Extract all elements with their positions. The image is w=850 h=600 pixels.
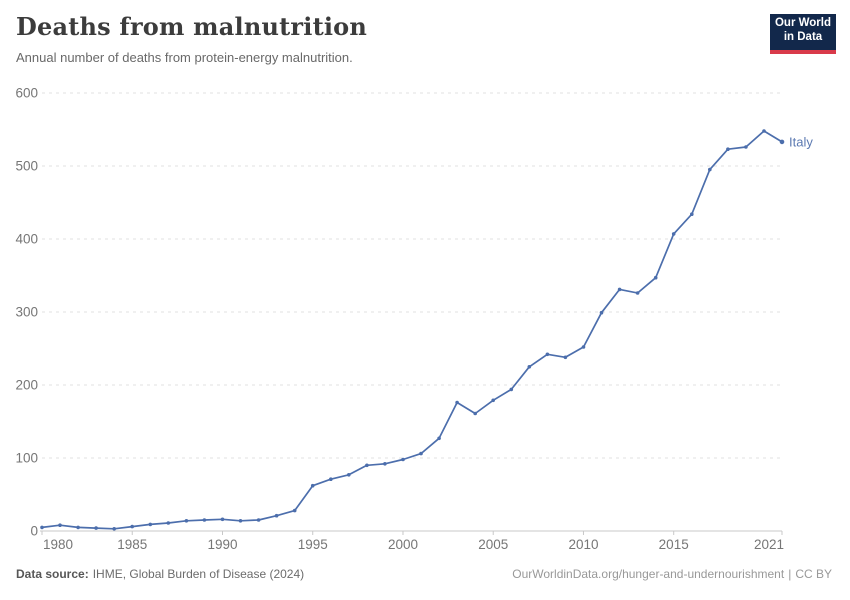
- x-axis-tick-label: 2010: [568, 537, 598, 552]
- data-point-2011[interactable]: [599, 310, 604, 315]
- y-axis-tick-label: 500: [15, 159, 38, 174]
- chart-footer: Data source: IHME, Global Burden of Disea…: [16, 567, 832, 581]
- y-axis-tick-label: 300: [15, 305, 38, 320]
- data-point-2014[interactable]: [653, 275, 658, 280]
- data-point-2015[interactable]: [671, 232, 676, 236]
- data-point-2018[interactable]: [726, 147, 730, 151]
- data-point-2017[interactable]: [708, 167, 712, 172]
- data-point-2010[interactable]: [581, 345, 586, 349]
- data-source-label: Data source:: [16, 567, 89, 581]
- data-point-2020[interactable]: [762, 129, 766, 133]
- data-point-2013[interactable]: [635, 291, 640, 295]
- data-point-1984[interactable]: [112, 527, 116, 531]
- data-point-2019[interactable]: [744, 145, 748, 149]
- data-point-1985[interactable]: [130, 524, 134, 529]
- x-axis-tick-label: 2021: [754, 537, 784, 552]
- data-point-2007[interactable]: [527, 365, 532, 369]
- data-point-1994[interactable]: [292, 508, 297, 513]
- data-point-1997[interactable]: [347, 473, 351, 477]
- data-point-1996[interactable]: [329, 477, 333, 482]
- x-axis-tick-label: 1985: [117, 537, 147, 552]
- x-axis-tick-label: 1995: [298, 537, 328, 552]
- data-point-1982[interactable]: [76, 525, 80, 530]
- y-axis-tick-label: 100: [15, 451, 38, 466]
- data-point-2021[interactable]: [779, 139, 785, 145]
- data-point-2000[interactable]: [401, 457, 405, 462]
- data-point-1988[interactable]: [184, 519, 189, 523]
- x-axis-tick-label: 2000: [388, 537, 418, 552]
- license-link[interactable]: CC BY: [795, 567, 832, 581]
- data-point-2002[interactable]: [437, 436, 441, 441]
- data-point-1981[interactable]: [58, 523, 62, 527]
- data-point-1998[interactable]: [365, 463, 369, 468]
- data-point-1987[interactable]: [166, 521, 171, 525]
- owid-logo-line2: in Data: [783, 30, 823, 43]
- data-point-2004[interactable]: [473, 411, 478, 416]
- data-point-1989[interactable]: [202, 518, 207, 522]
- data-point-2005[interactable]: [491, 398, 496, 403]
- line-series-italy[interactable]: [41, 130, 783, 530]
- data-point-1986[interactable]: [148, 522, 153, 527]
- owid-logo[interactable]: Our World in Data: [770, 14, 836, 54]
- data-point-1993[interactable]: [274, 513, 279, 518]
- data-point-2012[interactable]: [617, 287, 622, 292]
- data-point-2001[interactable]: [419, 451, 423, 456]
- data-point-1991[interactable]: [238, 519, 243, 523]
- data-point-1990[interactable]: [220, 517, 225, 522]
- x-axis-tick-label: 1980: [43, 537, 73, 552]
- y-axis-tick-label: 400: [15, 232, 38, 247]
- owid-url-link[interactable]: OurWorldinData.org/hunger-and-undernouri…: [512, 567, 785, 581]
- series-label-italy[interactable]: Italy: [789, 134, 813, 149]
- data-point-1980[interactable]: [40, 525, 44, 530]
- data-point-1983[interactable]: [94, 526, 98, 530]
- chart-title: Deaths from malnutrition: [16, 12, 368, 41]
- x-axis-tick-label: 1990: [207, 537, 237, 552]
- chart-header: Deaths from malnutrition Annual number o…: [16, 13, 740, 65]
- x-axis-tick-label: 2005: [478, 537, 508, 552]
- data-point-1999[interactable]: [383, 462, 387, 466]
- data-point-2003[interactable]: [455, 400, 459, 405]
- data-point-2008[interactable]: [545, 352, 550, 357]
- data-point-2009[interactable]: [563, 355, 568, 360]
- footer-divider: |: [788, 567, 792, 581]
- footer-links: OurWorldinData.org/hunger-and-undernouri…: [512, 567, 832, 581]
- owid-logo-line1: Our World: [774, 17, 831, 29]
- data-point-2016[interactable]: [690, 212, 694, 216]
- data-point-1992[interactable]: [256, 518, 261, 522]
- x-axis-tick-label: 2015: [659, 537, 689, 552]
- y-axis-tick-label: 600: [15, 86, 38, 101]
- data-point-1995[interactable]: [310, 483, 315, 488]
- data-source-text: IHME, Global Burden of Disease (2024): [92, 567, 305, 581]
- data-source: Data source: IHME, Global Burden of Disea…: [16, 567, 304, 581]
- y-axis-tick-label: 200: [15, 378, 38, 393]
- chart-subtitle: Annual number of deaths from protein-ene…: [16, 49, 353, 65]
- data-point-2006[interactable]: [509, 387, 514, 392]
- y-axis-tick-label: 0: [30, 524, 38, 539]
